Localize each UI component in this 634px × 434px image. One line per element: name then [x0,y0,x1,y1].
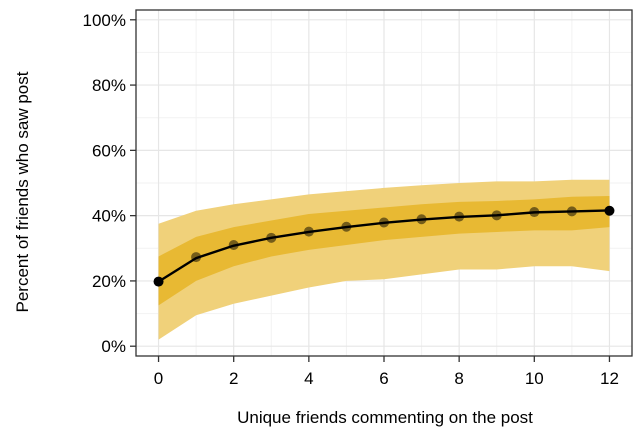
data-point [491,210,502,221]
axes [130,9,633,362]
y-tick-label: 0% [101,337,126,356]
y-tick-label: 80% [92,76,126,95]
y-tick-label: 20% [92,272,126,291]
y-tick-label: 100% [83,11,126,30]
data-point [228,240,239,251]
x-tick-label: 12 [600,369,619,388]
data-point [341,221,352,232]
y-tick-label: 40% [92,207,126,226]
data-point [416,214,427,225]
x-tick-label: 6 [379,369,388,388]
x-tick-label: 8 [454,369,463,388]
tick-labels: 0% 20% 40% 60% 80% 100% 0 2 4 6 8 10 12 [83,11,619,388]
data-points [153,205,615,287]
data-point [303,226,314,237]
data-point [566,206,577,217]
inner-band [158,196,610,306]
data-point [266,232,277,243]
x-tick-label: 2 [229,369,238,388]
data-point [191,252,202,263]
y-axis-title: Percent of friends who saw post [13,71,32,312]
x-tick-label: 0 [154,369,163,388]
data-point [454,211,465,222]
data-point [153,276,164,287]
data-point [604,205,615,216]
data-point [529,207,540,218]
x-axis-title: Unique friends commenting on the post [237,408,533,427]
x-tick-label: 4 [304,369,313,388]
x-tick-label: 10 [525,369,544,388]
data-point [379,217,389,228]
y-tick-label: 60% [92,141,126,160]
